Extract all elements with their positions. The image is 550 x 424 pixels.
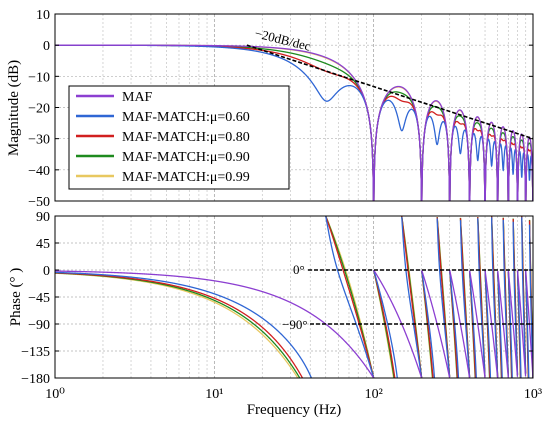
magnitude-annotation (246, 44, 533, 140)
phase-zero-label: 0° (293, 262, 305, 277)
magnitude-lines (55, 44, 533, 201)
series-line (55, 269, 533, 378)
y-tick-label: −45 (28, 291, 50, 306)
y-tick-label: −135 (21, 345, 50, 360)
y-tick-label: −10 (28, 70, 50, 85)
phase-minus90-label: −90° (282, 317, 308, 332)
x-tick-label: 10³ (524, 387, 542, 402)
legend: MAF MAF-MATCH:μ=0.60 MAF-MATCH:μ=0.80 MA… (68, 85, 290, 190)
legend-box (68, 85, 290, 190)
phase-panel: 90 45 0 −45 −90 −135 −180 10⁰ 10¹ 10² 10³ Phase (… (8, 210, 542, 418)
x-tick-label: 10¹ (205, 387, 223, 402)
slope-asymptote-line (246, 44, 533, 140)
y-tick-label: 0 (43, 264, 50, 279)
legend-entry: MAF (122, 90, 153, 105)
y-tick-label: 90 (36, 210, 50, 225)
phase-y-ticks: 90 45 0 −45 −90 −135 −180 (21, 210, 533, 387)
y-tick-label: 45 (36, 237, 50, 252)
phase-annotation (308, 269, 533, 325)
legend-entry: MAF-MATCH:μ=0.80 (122, 130, 250, 145)
legend-entry: MAF-MATCH:μ=0.90 (122, 150, 250, 165)
y-tick-label: −20 (28, 102, 50, 117)
legend-entry: MAF-MATCH:μ=0.99 (122, 170, 250, 185)
phase-x-ticks: 10⁰ 10¹ 10² 10³ (45, 387, 542, 402)
magnitude-ylabel: Magnitude (dB) (6, 60, 22, 156)
y-tick-label: 0 (43, 39, 50, 54)
phase-grid (55, 215, 533, 379)
y-tick-label: −50 (28, 195, 50, 210)
phase-lines (55, 216, 533, 378)
phase-xlabel: Frequency (Hz) (247, 402, 342, 418)
x-tick-label: 10² (365, 387, 383, 402)
series-line (55, 216, 533, 378)
y-tick-label: 10 (36, 8, 50, 23)
magnitude-y-ticks: 10 0 −10 −20 −30 −40 −50 (28, 8, 533, 210)
y-tick-label: −40 (28, 164, 50, 179)
series-line (55, 44, 533, 201)
y-tick-label: −180 (21, 372, 50, 387)
phase-ylabel: Phase (° ) (8, 268, 24, 326)
legend-entry: MAF-MATCH:μ=0.60 (122, 110, 250, 125)
y-tick-label: −30 (28, 133, 50, 148)
x-tick-label: 10⁰ (45, 387, 65, 402)
y-tick-label: −90 (28, 318, 50, 333)
magnitude-panel: 100−10−20−30−40−50 Magnitude (dB) −20dB/… (6, 8, 534, 210)
